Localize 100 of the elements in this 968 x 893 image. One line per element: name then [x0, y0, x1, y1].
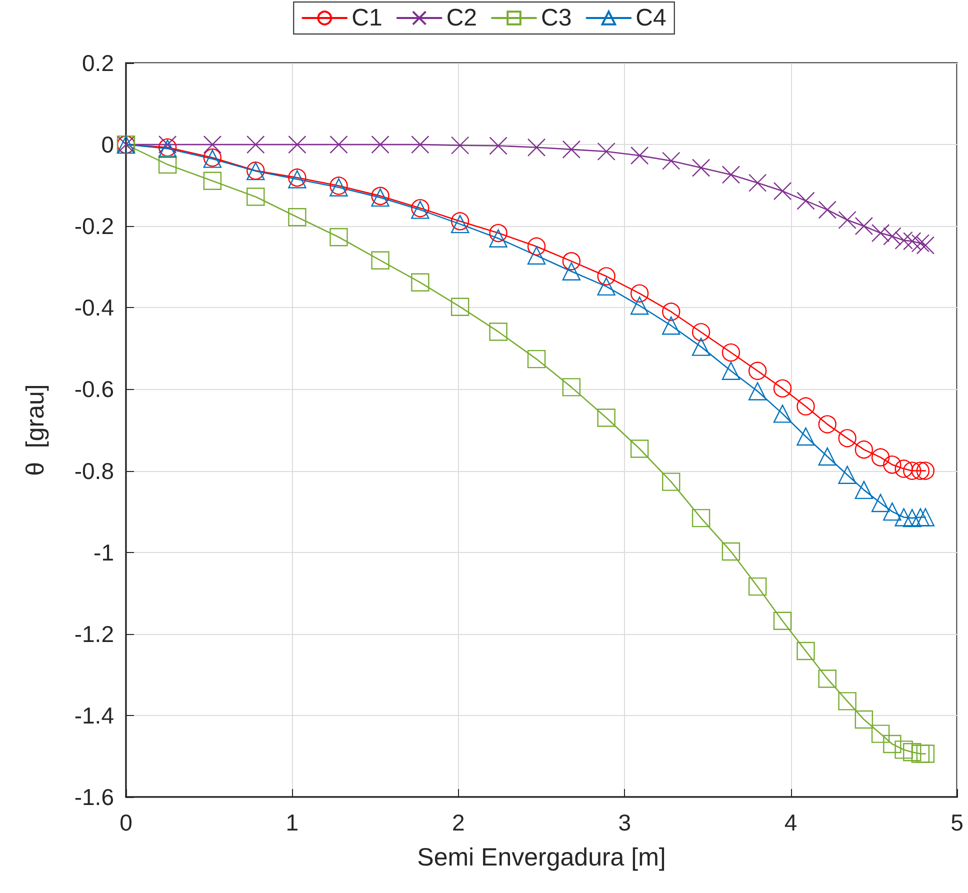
x-tick-label: 1 [286, 810, 299, 836]
point [330, 135, 348, 154]
point [818, 447, 836, 466]
point [818, 670, 836, 688]
x-tick-label: 2 [452, 810, 465, 836]
y-tick-label: -1 [94, 539, 114, 566]
point [288, 135, 306, 154]
point [662, 316, 680, 335]
point [562, 378, 581, 396]
point [838, 466, 856, 484]
point [527, 237, 546, 256]
point [489, 322, 508, 341]
point [489, 136, 508, 155]
point [818, 415, 836, 434]
point [883, 502, 902, 521]
point [894, 460, 913, 478]
y-tick-label: -0.2 [74, 213, 114, 240]
point [773, 404, 792, 423]
point [450, 136, 470, 154]
legend-label: C3 [541, 4, 572, 32]
point [838, 429, 856, 448]
point [330, 228, 348, 246]
point [916, 236, 935, 254]
point [796, 397, 815, 416]
point [894, 508, 913, 526]
point [562, 140, 581, 159]
point [692, 338, 710, 356]
point [871, 224, 890, 242]
y-tick-label: -1.6 [74, 784, 114, 810]
point [597, 142, 616, 161]
point [854, 710, 874, 729]
point [911, 744, 930, 763]
point [883, 227, 902, 246]
point [246, 135, 265, 154]
y-tick-label: -1.2 [74, 620, 114, 647]
point [692, 158, 710, 177]
point [773, 379, 792, 398]
point [527, 350, 546, 368]
point [916, 462, 935, 480]
point [371, 135, 390, 154]
x-tick-label: 3 [618, 810, 631, 836]
point [903, 743, 922, 762]
point [450, 298, 470, 316]
point [527, 246, 546, 265]
y-tick-label: -0.4 [74, 294, 114, 321]
point [288, 208, 306, 226]
y-tick-label: -0.8 [74, 458, 114, 484]
point [903, 508, 922, 528]
point [818, 200, 836, 219]
point [597, 408, 616, 427]
point [748, 382, 767, 400]
point [722, 542, 740, 561]
point [916, 508, 935, 526]
point [597, 277, 616, 296]
point [796, 427, 815, 446]
point [562, 252, 581, 270]
point [450, 212, 470, 230]
y-axis-title: θ [grau] [22, 384, 50, 476]
point [630, 146, 649, 165]
point [489, 229, 508, 248]
point [597, 267, 616, 286]
point [630, 440, 649, 458]
legend-label: C4 [636, 4, 666, 32]
point [748, 174, 767, 192]
y-tick-label: -0.6 [74, 376, 114, 402]
point [411, 273, 430, 292]
point [883, 734, 902, 754]
point [911, 462, 930, 480]
x-tick-label: 0 [120, 810, 132, 836]
point [203, 172, 222, 190]
point [450, 214, 470, 234]
point [203, 135, 222, 154]
point [894, 740, 913, 759]
point [773, 612, 792, 630]
point [871, 494, 890, 512]
point [662, 152, 680, 170]
point [562, 262, 581, 280]
point [854, 217, 874, 236]
point [527, 138, 546, 157]
point [903, 232, 922, 250]
point [911, 234, 930, 252]
point [630, 284, 649, 302]
point [883, 456, 902, 474]
point [662, 472, 680, 491]
point [692, 508, 710, 528]
point [722, 362, 740, 380]
point [158, 135, 177, 154]
point [489, 224, 508, 242]
y-tick-label: 0.2 [82, 50, 114, 76]
point [871, 724, 890, 743]
point [748, 362, 767, 380]
point [903, 462, 922, 480]
point [796, 642, 815, 660]
point [662, 302, 680, 321]
x-tick-label: 4 [784, 810, 798, 836]
point [246, 188, 265, 206]
point [630, 296, 649, 315]
point [838, 210, 856, 230]
point [722, 343, 740, 362]
y-tick-label: 0 [101, 132, 114, 158]
